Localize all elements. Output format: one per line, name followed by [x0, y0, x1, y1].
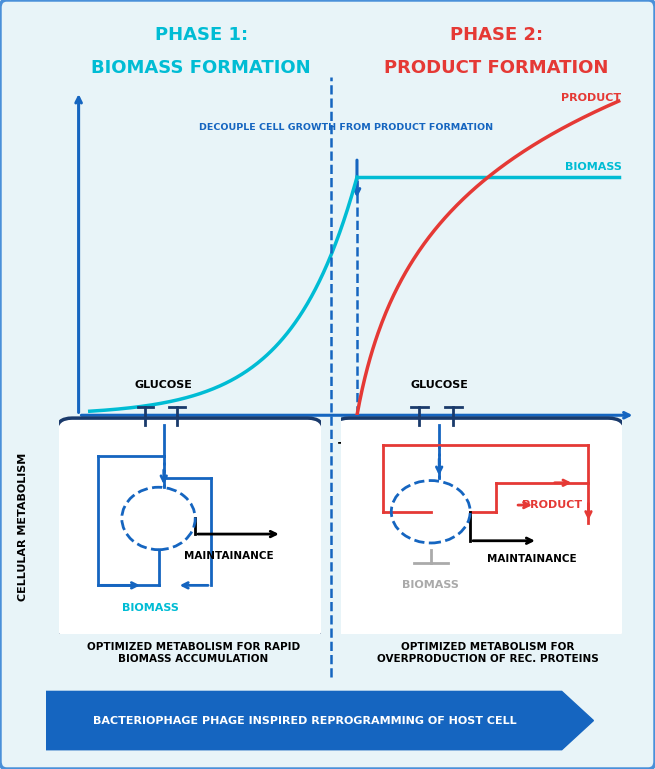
Text: MAINTAINANCE: MAINTAINANCE: [487, 554, 577, 564]
Text: BIOMASS: BIOMASS: [402, 581, 459, 591]
Text: GLUCOSE: GLUCOSE: [410, 380, 468, 390]
Text: BIOMASS ACCUMULATION: BIOMASS ACCUMULATION: [118, 654, 269, 664]
Text: BIOMASS: BIOMASS: [122, 603, 179, 613]
Text: MAINTAINANCE: MAINTAINANCE: [185, 551, 274, 561]
Text: OPTIMIZED METABOLISM FOR RAPID: OPTIMIZED METABOLISM FOR RAPID: [86, 642, 300, 653]
Text: DECOUPLE CELL GROWTH FROM PRODUCT FORMATION: DECOUPLE CELL GROWTH FROM PRODUCT FORMAT…: [198, 123, 493, 132]
Text: TIME: TIME: [338, 441, 376, 455]
Text: BIOMASS: BIOMASS: [565, 162, 622, 172]
Text: BACTERIOPHAGE PHAGE INSPIRED REPROGRAMMING OF HOST CELL: BACTERIOPHAGE PHAGE INSPIRED REPROGRAMMI…: [94, 715, 517, 726]
Text: PHASE 1:: PHASE 1:: [155, 26, 248, 44]
Text: GLUCOSE: GLUCOSE: [135, 380, 193, 390]
FancyBboxPatch shape: [56, 418, 324, 641]
FancyBboxPatch shape: [332, 418, 625, 641]
FancyArrow shape: [46, 691, 593, 750]
Text: CELLULAR METABOLISM: CELLULAR METABOLISM: [18, 453, 28, 601]
Text: PRODUCT FORMATION: PRODUCT FORMATION: [384, 59, 608, 77]
Text: PHASE 2:: PHASE 2:: [449, 26, 543, 44]
Text: BIOMASS FORMATION: BIOMASS FORMATION: [91, 59, 311, 77]
Text: OVERPRODUCTION OF REC. PROTEINS: OVERPRODUCTION OF REC. PROTEINS: [377, 654, 599, 664]
Text: PRODUCT: PRODUCT: [522, 500, 582, 510]
Text: PRODUCT: PRODUCT: [561, 93, 622, 103]
Text: OPTIMIZED METABOLISM FOR: OPTIMIZED METABOLISM FOR: [402, 642, 574, 653]
